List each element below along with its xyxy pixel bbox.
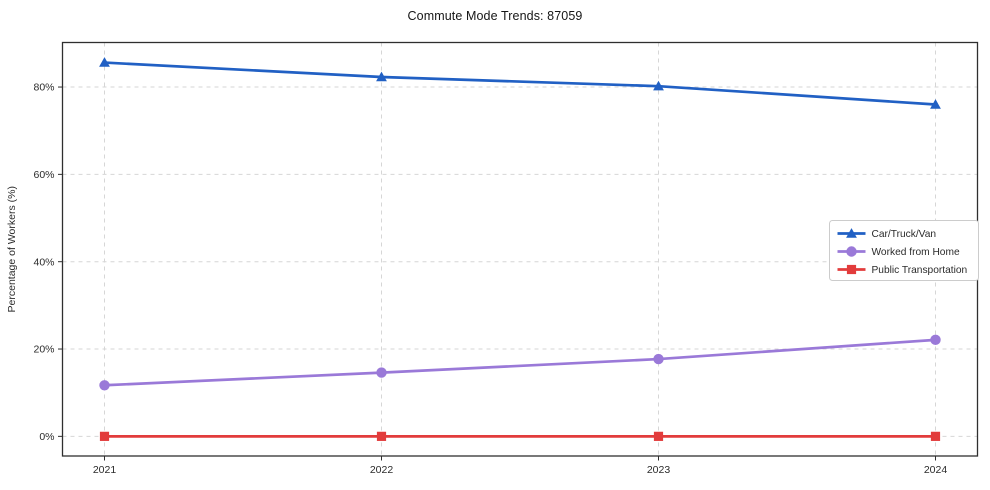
triangle-marker [930,99,941,109]
square-marker [930,431,941,441]
legend: Car/Truck/Van Worked from Home Public Tran… [829,220,979,281]
circle-marker [376,367,387,378]
y-tick-label: 20% [33,344,54,356]
y-tick-label: 40% [33,256,54,268]
x-tick-label: 2021 [93,464,117,476]
tick-marks [58,86,936,461]
square-marker [99,431,110,441]
legend-item: Public Transportation [837,264,968,276]
circle-marker [653,353,664,365]
legend-label: Public Transportation [872,265,968,276]
y-axis-label: Percentage of Workers (%) [6,186,18,312]
triangle-marker [653,80,664,91]
circle-marker [930,334,941,346]
series-line [103,61,937,106]
square-marker [653,431,664,441]
legend-square-marker [846,264,857,275]
y-tick-label: 0% [39,431,54,443]
legend-label: Car/Truck/Van [872,229,937,240]
series-line [103,338,937,387]
y-tick-label: 80% [33,82,54,94]
legend-circle-marker [846,246,857,257]
triangle-marker [376,71,387,82]
legend-item: Worked from Home [837,246,960,258]
legend-item: Car/Truck/Van [837,228,937,240]
chart-title: Commute Mode Trends: 87059 [407,9,583,23]
series-car-truck-van [99,57,941,109]
x-tick-label: 2023 [647,464,671,476]
square-marker [376,431,387,441]
legend-triangle-marker [846,228,857,238]
tick-labels: 0% 20% 40% 60% 80% 2021 2022 2023 2024 [33,82,947,476]
circle-marker [99,380,110,391]
x-tick-label: 2024 [924,464,948,476]
y-tick-label: 60% [33,169,54,181]
x-tick-label: 2022 [370,464,394,476]
legend-box [829,220,979,281]
legend-label: Worked from Home [872,247,960,258]
series-worked-from-home [99,334,941,391]
series-public-transportation [99,431,941,441]
triangle-marker [99,57,110,67]
